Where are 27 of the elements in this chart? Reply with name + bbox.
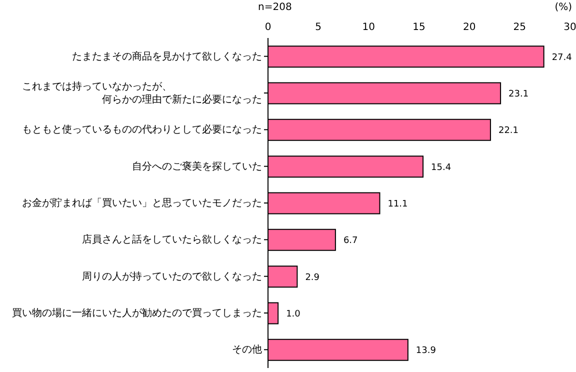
y-tick-label: お金が貯まれば「買いたい」と思っていたモノだった: [22, 196, 262, 208]
data-label: 27.4: [552, 52, 572, 63]
data-label: 1.0: [286, 309, 301, 320]
data-label: 11.1: [388, 199, 408, 210]
y-tick-label: もともと使っているものの代わりとして必要になった: [22, 123, 262, 136]
x-tick-label: 10: [362, 22, 376, 33]
data-label: 15.4: [431, 162, 452, 173]
data-label: 22.1: [498, 126, 519, 136]
x-axis-title: (%): [554, 2, 572, 13]
data-label: 2.9: [305, 272, 320, 283]
x-tick-label: 0: [264, 22, 272, 33]
data-label: 23.1: [508, 89, 529, 100]
x-tick-label: 5: [315, 22, 322, 33]
data-label: 6.7: [343, 236, 358, 246]
text: n=208: [258, 2, 292, 13]
y-tick-label: 店員さんと話をしていたら欲しくなった: [82, 233, 262, 246]
x-tick-label: 20: [462, 22, 476, 33]
y-tick-label: これまでは持っていなかったが、何らかの理由で新たに必要になった: [22, 80, 262, 105]
y-tick-label: 自分へのご褒美を探していた: [132, 160, 262, 172]
y-tick-label: 買い物の場に一緒にいた人が勧めたので買ってしまった: [12, 306, 262, 318]
x-tick-label: 15: [412, 22, 426, 33]
x-tick-label: 25: [513, 22, 526, 33]
x-tick-label: 30: [564, 22, 576, 33]
y-tick-label: たまたまその商品を見かけて欲しくなった: [72, 50, 262, 62]
data-label: 13.9: [416, 346, 436, 356]
y-tick-label: その他: [232, 343, 262, 356]
y-tick-label: 周りの人が持っていたので欲しくなった: [82, 270, 262, 282]
